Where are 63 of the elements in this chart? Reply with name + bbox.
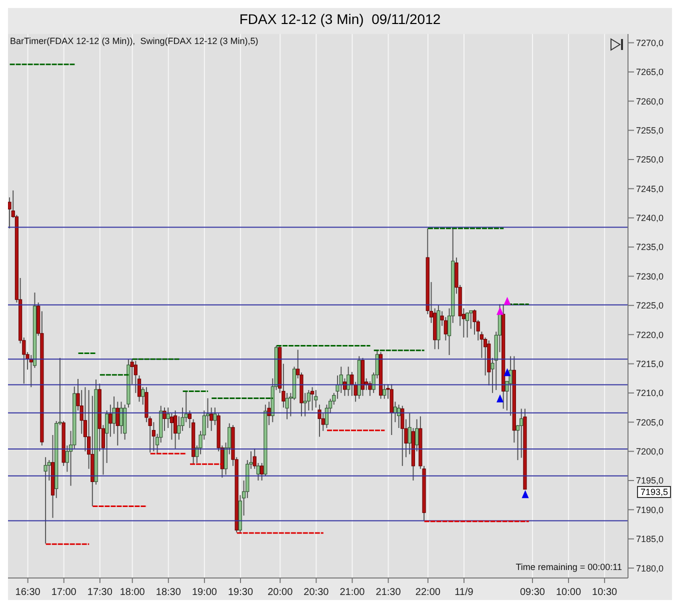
point bbox=[504, 368, 511, 376]
candlestick bbox=[119, 401, 124, 434]
text: 7193,5 bbox=[637, 486, 671, 498]
y-tick-label: 7215,0 bbox=[636, 358, 664, 369]
candlestick bbox=[346, 366, 350, 396]
candlestick bbox=[465, 312, 470, 338]
x-tick-label: 19:00 bbox=[192, 587, 218, 598]
candlestick bbox=[508, 356, 512, 416]
candlestick bbox=[108, 404, 112, 438]
x-tick-label: 18:30 bbox=[156, 587, 182, 598]
y-tick-label: 7210,0 bbox=[636, 388, 664, 398]
candlestick bbox=[44, 456, 48, 544]
y-tick-label: 7190,0 bbox=[636, 504, 664, 515]
y-tick-label: 7270,0 bbox=[636, 38, 664, 48]
y-tick-label: 7205,0 bbox=[636, 417, 664, 428]
candlestick bbox=[134, 360, 138, 394]
candlestick bbox=[310, 386, 314, 411]
y-tick-label: 7245,0 bbox=[636, 184, 664, 194]
y-tick-label: 7265,0 bbox=[636, 67, 664, 78]
x-tick-label: 20:30 bbox=[304, 587, 330, 598]
y-tick-label: 7195,0 bbox=[636, 476, 664, 486]
x-tick-label: 16:30 bbox=[15, 587, 41, 598]
candlestick bbox=[390, 384, 394, 436]
y-tick-label: 7185,0 bbox=[636, 534, 664, 544]
candlestick bbox=[400, 405, 404, 466]
x-tick-label: 20:00 bbox=[268, 587, 294, 598]
candlestick bbox=[112, 396, 116, 434]
x-tick-label: 09:30 bbox=[520, 587, 546, 598]
x-tick-label: 22:00 bbox=[415, 587, 441, 598]
candlestick bbox=[382, 384, 386, 400]
x-tick-label: 10:00 bbox=[556, 587, 582, 598]
y-tick-label: 7235,0 bbox=[636, 242, 664, 252]
x-tick-label: 10:30 bbox=[592, 587, 618, 598]
x-tick-label: 21:00 bbox=[340, 587, 366, 598]
y-tick-label: 7240,0 bbox=[636, 213, 664, 224]
annotation: Time remaining = 00:00:11 bbox=[516, 562, 622, 572]
point bbox=[496, 306, 504, 315]
y-tick-label: 7250,0 bbox=[636, 154, 664, 165]
candlestick bbox=[314, 390, 318, 408]
y-tick-label: 7260,0 bbox=[636, 96, 664, 106]
y-tick-label: 7220,0 bbox=[636, 330, 664, 340]
chart-title: FDAX 12-12 (3 Min) 09/11/2012 bbox=[238, 10, 442, 29]
point bbox=[496, 394, 504, 402]
annotation: BarTimer(FDAX 12-12 (3 Min)), Swing(FDAX 12-12 (3 Min),5) bbox=[10, 36, 258, 46]
point bbox=[504, 296, 511, 305]
candlestick bbox=[469, 310, 473, 330]
x-tick-label: 18:00 bbox=[120, 587, 146, 598]
y-tick-label: 7180,0 bbox=[636, 563, 664, 574]
x-tick-label: 17:30 bbox=[87, 587, 113, 598]
y-tick-label: 7200,0 bbox=[636, 446, 664, 457]
x-tick-label: 19:30 bbox=[228, 587, 254, 598]
candlestick bbox=[318, 404, 322, 438]
candlestick bbox=[260, 462, 264, 482]
y-tick-label: 7230,0 bbox=[636, 271, 664, 282]
y-tick-label: 7225,0 bbox=[636, 300, 664, 311]
candlestick bbox=[174, 410, 178, 449]
y-tick-label: 7255,0 bbox=[636, 126, 664, 136]
candlestick bbox=[520, 408, 524, 458]
candlestick bbox=[162, 407, 166, 432]
x-tick-label: 11/9 bbox=[454, 587, 474, 598]
point bbox=[522, 490, 529, 498]
x-tick-label: 21:30 bbox=[376, 587, 402, 598]
x-tick-label: 17:00 bbox=[51, 587, 77, 598]
